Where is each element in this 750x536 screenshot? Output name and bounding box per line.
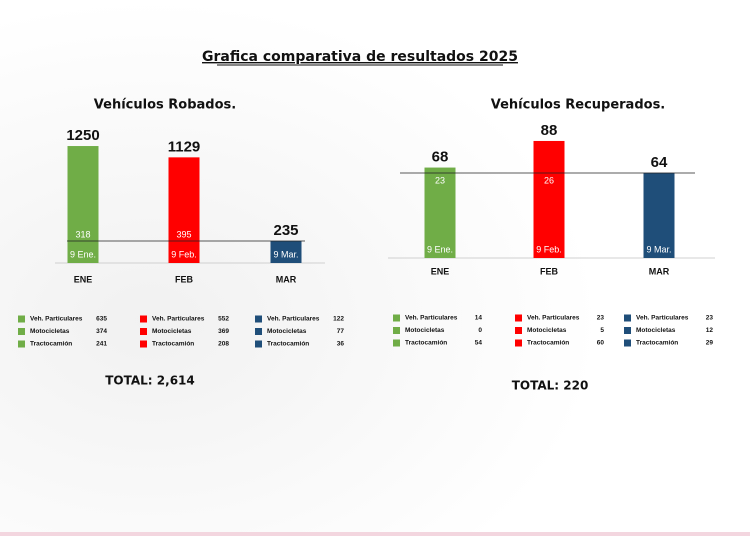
legend-swatch bbox=[393, 314, 400, 322]
legend-swatch bbox=[140, 315, 147, 323]
period-label: 9 Feb. bbox=[536, 244, 562, 254]
legend-value: 60 bbox=[597, 340, 605, 347]
legend-swatch bbox=[515, 314, 522, 322]
legend-value: 0 bbox=[478, 327, 482, 334]
bar bbox=[424, 167, 456, 258]
legend-value: 54 bbox=[475, 340, 483, 347]
legend-swatch bbox=[140, 328, 147, 335]
legend-swatch bbox=[18, 328, 25, 335]
legend-label: Tractocamión bbox=[527, 340, 569, 347]
period-label: 9 Mar. bbox=[273, 249, 298, 259]
legend-swatch bbox=[515, 339, 522, 347]
total: TOTAL: 2,614 bbox=[105, 374, 195, 388]
value-label: 1129 bbox=[168, 138, 201, 155]
legend-swatch bbox=[393, 339, 400, 347]
legend-label: Motocicletas bbox=[152, 328, 192, 335]
legend-value: 5 bbox=[600, 327, 604, 334]
x-tick-label: MAR bbox=[276, 274, 297, 284]
chart-title: Vehículos Recuperados. bbox=[491, 98, 666, 113]
legend-label: Veh. Particulares bbox=[527, 315, 580, 322]
bar bbox=[67, 146, 99, 263]
legend-swatch bbox=[255, 315, 262, 323]
inner-label: 395 bbox=[176, 229, 191, 239]
legend-label: Motocicletas bbox=[527, 327, 567, 334]
value-label: 1250 bbox=[66, 127, 99, 144]
x-tick-label: ENE bbox=[74, 274, 93, 284]
legend-label: Veh. Particulares bbox=[405, 315, 458, 322]
legend-value: 369 bbox=[218, 328, 229, 335]
period-label: 9 Ene. bbox=[427, 244, 453, 254]
legend-label: Tractocamión bbox=[30, 341, 72, 348]
period-label: 9 Ene. bbox=[70, 249, 96, 259]
legend-value: 12 bbox=[706, 327, 714, 334]
inner-label: 318 bbox=[75, 229, 90, 239]
legend-label: Motocicletas bbox=[405, 327, 445, 334]
bar bbox=[533, 140, 565, 258]
legend-value: 208 bbox=[218, 341, 229, 348]
slide-title: Grafica comparativa de resultados 2025 bbox=[202, 49, 518, 65]
legend-value: 241 bbox=[96, 341, 107, 348]
legend-swatch bbox=[624, 339, 631, 347]
value-label: 64 bbox=[651, 154, 668, 171]
x-tick-label: FEB bbox=[540, 266, 559, 276]
period-label: 9 Feb. bbox=[171, 249, 197, 259]
legend-value: 36 bbox=[337, 341, 345, 348]
legend-value: 635 bbox=[96, 316, 107, 323]
legend-label: Veh. Particulares bbox=[636, 315, 689, 322]
x-tick-label: ENE bbox=[431, 266, 450, 276]
legend-swatch bbox=[515, 327, 522, 334]
legend-swatch bbox=[140, 340, 147, 348]
value-label: 88 bbox=[541, 122, 558, 139]
legend-label: Tractocamión bbox=[152, 341, 194, 348]
legend-value: 29 bbox=[706, 340, 714, 347]
legend-label: Tractocamión bbox=[405, 340, 447, 347]
legend-value: 552 bbox=[218, 316, 229, 323]
bottom-band bbox=[0, 532, 750, 536]
legend-value: 374 bbox=[96, 328, 107, 335]
legend-swatch bbox=[624, 327, 631, 334]
legend-value: 23 bbox=[706, 315, 714, 322]
inner-label: 23 bbox=[435, 175, 445, 185]
legend-value: 14 bbox=[475, 315, 483, 322]
bar bbox=[643, 172, 675, 258]
legend-value: 77 bbox=[337, 328, 345, 335]
legend-label: Tractocamión bbox=[267, 341, 309, 348]
period-label: 9 Mar. bbox=[646, 244, 671, 254]
legend-label: Motocicletas bbox=[267, 328, 307, 335]
legend-swatch bbox=[18, 340, 25, 348]
legend-label: Veh. Particulares bbox=[152, 316, 205, 323]
x-tick-label: MAR bbox=[649, 266, 670, 276]
legend-label: Veh. Particulares bbox=[30, 316, 83, 323]
chart-title: Vehículos Robados. bbox=[94, 98, 236, 113]
bar bbox=[270, 241, 302, 263]
legend-value: 23 bbox=[597, 315, 605, 322]
bar bbox=[168, 157, 200, 263]
value-label: 68 bbox=[432, 149, 449, 166]
x-tick-label: FEB bbox=[175, 274, 194, 284]
value-label: 235 bbox=[273, 222, 298, 239]
legend-swatch bbox=[255, 340, 262, 348]
legend-swatch bbox=[255, 328, 262, 335]
legend-label: Motocicletas bbox=[30, 328, 70, 335]
inner-label: 26 bbox=[544, 175, 554, 185]
legend-label: Veh. Particulares bbox=[267, 316, 320, 323]
legend-label: Motocicletas bbox=[636, 327, 676, 334]
legend-label: Tractocamión bbox=[636, 340, 678, 347]
legend-swatch bbox=[624, 314, 631, 322]
total: TOTAL: 220 bbox=[512, 379, 589, 393]
legend-swatch bbox=[18, 315, 25, 323]
legend-swatch bbox=[393, 327, 400, 334]
legend-value: 122 bbox=[333, 316, 344, 323]
